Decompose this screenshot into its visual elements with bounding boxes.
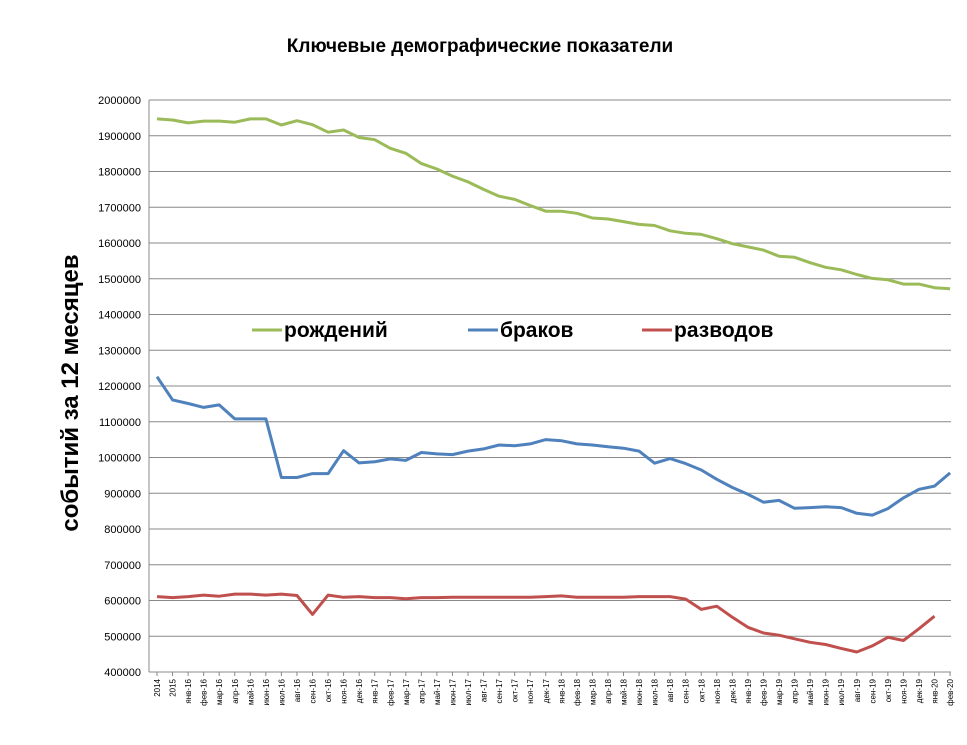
x-tick-label: ноя-17 xyxy=(526,678,535,703)
x-tick-label: авг-16 xyxy=(293,678,302,702)
y-tick-label: 2000000 xyxy=(98,95,141,107)
x-tick-label: фев-17 xyxy=(386,678,395,705)
y-tick-label: 1700000 xyxy=(98,202,141,214)
x-tick-label: июл-19 xyxy=(837,678,846,705)
x-tick-label: сен-19 xyxy=(868,678,877,703)
x-tick-label: 2015 xyxy=(169,678,178,696)
x-tick-label: май-17 xyxy=(433,678,442,705)
x-tick-label: янв-17 xyxy=(371,678,380,703)
x-tick-label: сен-17 xyxy=(495,678,504,703)
legend-label-3: разводов xyxy=(674,319,774,342)
x-tick-label: сен-16 xyxy=(309,678,318,703)
y-tick-label: 400000 xyxy=(104,667,141,679)
y-tick-label: 1200000 xyxy=(98,381,141,393)
x-tick-label: авг-19 xyxy=(853,678,862,702)
x-tick-label: июн-18 xyxy=(635,678,644,705)
data-series xyxy=(155,117,952,654)
series-line-1 xyxy=(156,117,951,291)
y-tick-label: 1500000 xyxy=(98,274,141,286)
x-tick-label: ноя-18 xyxy=(713,678,722,703)
y-tick-label: 1800000 xyxy=(98,167,141,179)
legend-label-1: рождений xyxy=(284,319,388,342)
x-tick-label: сен-18 xyxy=(682,678,691,703)
x-tick-label: май-16 xyxy=(246,678,255,705)
y-tick-label: 1100000 xyxy=(99,417,141,429)
y-tick-label: 1900000 xyxy=(98,131,141,143)
x-tick-label: апр-18 xyxy=(604,678,613,703)
x-tick-label: мар-19 xyxy=(775,678,784,705)
y-tick-label: 900000 xyxy=(104,488,141,500)
y-tick-label: 1000000 xyxy=(98,453,141,465)
x-tick-label: апр-17 xyxy=(417,678,426,703)
x-tick-label: авг-18 xyxy=(666,678,675,702)
x-tick-label: 2014 xyxy=(153,678,162,696)
x-tick-label: авг-17 xyxy=(480,678,489,702)
x-tick-label: июл-18 xyxy=(651,678,660,705)
x-tick-label: дек-19 xyxy=(915,678,924,703)
legend: рождений браков разводов xyxy=(252,319,774,342)
x-tick-label: дек-16 xyxy=(355,678,364,703)
x-tick-label: окт-18 xyxy=(697,678,706,702)
x-tick-label: май-19 xyxy=(806,678,815,705)
x-tick-label: июл-16 xyxy=(277,678,286,705)
x-tick-label: янв-16 xyxy=(184,678,193,703)
chart-title: Ключевые демографические показатели xyxy=(287,36,673,57)
x-tick-label: июн-19 xyxy=(822,678,831,705)
x-tick-label: ноя-19 xyxy=(899,678,908,703)
x-tick-label: июн-16 xyxy=(262,678,271,705)
x-tick-label: мар-17 xyxy=(402,678,411,705)
y-tick-label: 600000 xyxy=(104,596,141,608)
x-tick-label: фев-16 xyxy=(200,678,209,705)
x-tick-label: апр-16 xyxy=(231,678,240,703)
x-tick-label: дек-18 xyxy=(728,678,737,703)
x-tick-label: дек-17 xyxy=(542,678,551,703)
x-tick-label: янв-19 xyxy=(744,678,753,703)
x-tick-label: янв-18 xyxy=(557,678,566,703)
y-axis-label: событий за 12 месяцев xyxy=(57,254,84,531)
gridlines xyxy=(148,99,951,673)
series-line-3 xyxy=(156,592,936,654)
y-tick-label: 500000 xyxy=(104,631,141,643)
x-tick-label: мар-16 xyxy=(215,678,224,705)
y-tick-label: 800000 xyxy=(104,524,141,536)
x-tick-label: окт-19 xyxy=(884,678,893,702)
x-tick-label: июл-17 xyxy=(464,678,473,705)
y-axis-ticks: 2000000 1900000 1800000 1700000 1600000 15000… xyxy=(98,95,141,679)
series-line-2 xyxy=(155,375,952,517)
y-tick-label: 1300000 xyxy=(98,345,141,357)
x-tick-label: янв-20 xyxy=(931,678,940,703)
x-tick-label: окт-16 xyxy=(324,678,333,702)
x-tick-label: фев-19 xyxy=(759,678,768,705)
y-tick-label: 1600000 xyxy=(98,238,141,250)
x-axis-ticks: 2014 2015 янв-16 фев-16 мар-16 апр-16 май-16 ию… xyxy=(153,672,955,706)
x-tick-label: ноя-16 xyxy=(340,678,349,703)
x-tick-label: фев-20 xyxy=(946,678,955,705)
legend-label-2: браков xyxy=(500,319,574,342)
x-tick-label: май-18 xyxy=(620,678,629,705)
x-tick-label: окт-17 xyxy=(511,678,520,702)
x-tick-label: июн-17 xyxy=(448,678,457,705)
x-tick-label: мар-18 xyxy=(588,678,597,705)
x-tick-label: апр-19 xyxy=(791,678,800,703)
y-tick-label: 1400000 xyxy=(98,310,141,322)
x-tick-label: фев-18 xyxy=(573,678,582,705)
y-tick-label: 700000 xyxy=(104,560,141,572)
